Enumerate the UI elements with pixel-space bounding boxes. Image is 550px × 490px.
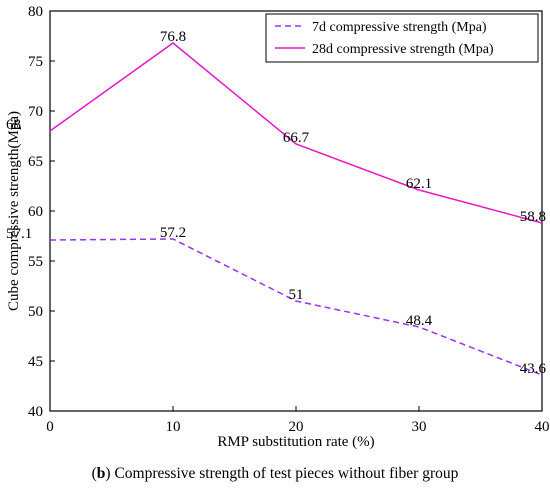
x-axis-label: RMP substitution rate (%): [217, 434, 374, 450]
legend-label-7d: 7d compressive strength (Mpa): [312, 20, 487, 35]
figure-caption: (b) Compressive strength of test pieces …: [92, 465, 459, 482]
data-label-7d: 48.4: [406, 313, 433, 329]
y-tick-label: 80: [28, 4, 43, 20]
legend-box: [265, 13, 539, 63]
y-tick-label: 40: [28, 404, 43, 420]
data-label-28d: 62.1: [406, 176, 432, 192]
y-tick-label: 75: [28, 54, 43, 70]
series-line-28d: [49, 42, 543, 224]
data-label-28d: 58.8: [520, 209, 546, 225]
y-tick-label: 65: [28, 154, 43, 170]
caption-close-paren: ): [105, 465, 110, 482]
data-label-28d: 76.8: [160, 29, 186, 45]
caption-open-paren: (: [92, 465, 97, 482]
series-line-7d: [49, 238, 543, 376]
y-tick-label: 70: [28, 104, 43, 120]
caption-text: Compressive strength of test pieces with…: [111, 465, 459, 482]
data-label-7d: 57.1: [6, 226, 32, 242]
x-tick-label: 10: [166, 419, 181, 435]
data-label-7d: 51: [289, 287, 304, 303]
legend: 7d compressive strength (Mpa) 28d compre…: [265, 13, 539, 63]
data-label-7d: 43.6: [520, 361, 547, 377]
y-tick-label: 45: [28, 354, 43, 370]
y-tick-label: 60: [28, 204, 43, 220]
data-label-7d: 57.2: [160, 225, 186, 241]
caption-panel-letter: b: [97, 465, 106, 482]
x-tick-label: 0: [46, 419, 54, 435]
data-label-28d: 68: [6, 117, 21, 133]
x-tick-label: 40: [535, 419, 550, 435]
x-tick-label: 30: [412, 419, 427, 435]
y-tick-label: 55: [28, 254, 43, 270]
y-axis-label: Cube compressive strength(Mpa): [6, 111, 22, 311]
x-tick-label: 20: [289, 419, 304, 435]
legend-label-28d: 28d compressive strength (Mpa): [312, 42, 494, 57]
plot-frame: [49, 10, 543, 412]
data-label-28d: 66.7: [283, 130, 310, 146]
y-tick-label: 50: [28, 304, 43, 320]
